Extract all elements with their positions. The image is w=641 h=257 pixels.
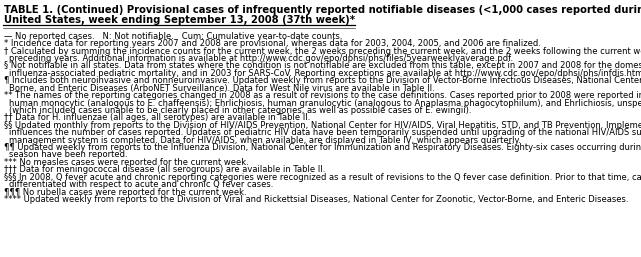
Text: *** No measles cases were reported for the current week.: *** No measles cases were reported for t…	[4, 158, 249, 167]
Text: United States, week ending September 13, 2008 (37th week)*: United States, week ending September 13,…	[4, 15, 355, 25]
Text: influenza-associated pediatric mortality, and in 2003 for SARS-CoV. Reporting ex: influenza-associated pediatric mortality…	[9, 69, 641, 78]
Text: §§ Updated monthly from reports to the Division of HIV/AIDS Prevention, National: §§ Updated monthly from reports to the D…	[4, 121, 641, 130]
Text: **** Updated weekly from reports to the Division of Viral and Rickettsial Diseas: **** Updated weekly from reports to the …	[4, 195, 629, 204]
Text: Borne, and Enteric Diseases (ArboNET Surveillance). Data for West Nile virus are: Borne, and Enteric Diseases (ArboNET Sur…	[9, 84, 435, 93]
Text: § Not notifiable in all states. Data from states where the condition is not noti: § Not notifiable in all states. Data fro…	[4, 61, 641, 70]
Text: † Calculated by summing the incidence counts for the current week, the 2 weeks p: † Calculated by summing the incidence co…	[4, 47, 641, 56]
Text: (which included cases unable to be clearly placed in other categories, as well a: (which included cases unable to be clear…	[9, 106, 472, 115]
Text: preceding years. Additional information is available at http://www.cdc.gov/epo/d: preceding years. Additional information …	[9, 54, 513, 63]
Text: †† Data for H. influenzae (all ages, all serotypes) are available in Table II.: †† Data for H. influenzae (all ages, all…	[4, 113, 311, 122]
Text: ††† Data for meningococcal disease (all serogroups) are available in Table II.: ††† Data for meningococcal disease (all …	[4, 165, 326, 174]
Text: human monocytic (analogous to E. chaffeensis); Ehrlichiosis, human granulocytic : human monocytic (analogous to E. chaffee…	[9, 98, 641, 108]
Text: season have been reported.: season have been reported.	[9, 151, 128, 160]
Text: differentiated with respect to acute and chronic Q fever cases.: differentiated with respect to acute and…	[9, 180, 274, 189]
Text: ¶ Includes both neuroinvasive and nonneuroinvasive. Updated weekly from reports : ¶ Includes both neuroinvasive and nonneu…	[4, 76, 641, 85]
Text: ¶¶ Updated weekly from reports to the Influenza Division, National Center for Im: ¶¶ Updated weekly from reports to the In…	[4, 143, 641, 152]
Text: ¶¶¶ No rubella cases were reported for the current week.: ¶¶¶ No rubella cases were reported for t…	[4, 188, 247, 197]
Text: — No reported cases.   N: Not notifiable.   Cum: Cumulative year-to-date counts.: — No reported cases. N: Not notifiable. …	[4, 32, 343, 41]
Text: influences the number of cases reported. Updates of pediatric HIV data have been: influences the number of cases reported.…	[9, 128, 641, 137]
Text: ** The names of the reporting categories changed in 2008 as a result of revision: ** The names of the reporting categories…	[4, 91, 641, 100]
Text: TABLE 1. (Continued) Provisional cases of infrequently reported notifiable disea: TABLE 1. (Continued) Provisional cases o…	[4, 5, 641, 15]
Text: management system is completed. Data for HIV/AIDS, when available, are displayed: management system is completed. Data for…	[9, 136, 521, 145]
Text: §§§ In 2008, Q fever acute and chronic reporting categories were recognized as a: §§§ In 2008, Q fever acute and chronic r…	[4, 173, 641, 182]
Text: * Incidence data for reporting years 2007 and 2008 are provisional, whereas data: * Incidence data for reporting years 200…	[4, 39, 541, 48]
